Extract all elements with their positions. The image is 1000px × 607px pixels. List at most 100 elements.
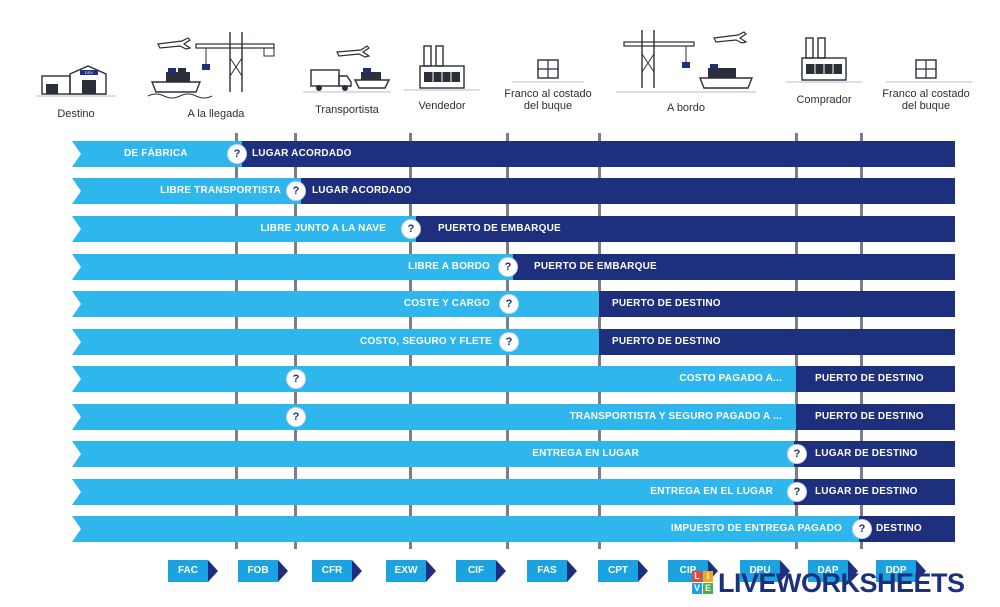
chip-arrow-icon <box>708 560 718 582</box>
question-marker[interactable]: ? <box>287 182 305 200</box>
bar-light-segment <box>72 366 796 392</box>
chip-label: EXW <box>386 560 426 582</box>
bar-light-segment <box>72 141 242 167</box>
question-marker[interactable]: ? <box>500 333 518 351</box>
row-left-label: LIBRE A BORDO <box>408 261 490 272</box>
question-marker[interactable]: ? <box>499 258 517 276</box>
bar-dark-segment <box>796 404 955 430</box>
bar-light-segment <box>72 516 859 542</box>
header-label: Comprador <box>796 94 852 106</box>
chip-label: FAS <box>527 560 567 582</box>
port-crane-icon <box>147 32 275 99</box>
bar-dark-segment <box>796 366 955 392</box>
header-col-a-la-llegada: A la llegada <box>146 28 286 123</box>
header-label: A bordo <box>667 102 705 114</box>
chip-arrow-icon <box>496 560 506 582</box>
row-right-label: LUGAR ACORDADO <box>312 185 412 196</box>
chip-arrow-icon <box>352 560 362 582</box>
liveworksheets-logo-icon: L I V E <box>692 571 714 595</box>
question-marker[interactable]: ? <box>788 445 806 463</box>
row-left-label: ENTREGA EN LUGAR <box>532 448 639 459</box>
row-right-label: PUERTO DE EMBARQUE <box>534 261 657 272</box>
warehouse-sign: DSV <box>85 70 94 75</box>
row-right-label: DESTINO <box>876 523 922 534</box>
chip-label: DAP <box>808 560 848 582</box>
incoterm-row: DE FÁBRICA ? LUGAR ACORDADO <box>72 141 955 167</box>
bar-dark-segment <box>788 479 955 505</box>
chip-label: CIF <box>456 560 496 582</box>
chip-label: CPT <box>598 560 638 582</box>
header-col-vendedor: Vendedor <box>404 42 480 122</box>
question-marker[interactable]: ? <box>853 520 871 538</box>
chip-arrow-icon <box>916 560 926 582</box>
cargo-boxes-icon <box>512 59 584 83</box>
logo-letter: E <box>703 583 713 594</box>
row-right-label: LUGAR DE DESTINO <box>815 448 918 459</box>
header-label: A la llegada <box>187 108 245 120</box>
row-right-label: PUERTO DE DESTINO <box>612 298 721 309</box>
row-left-label: COSTE Y CARGO <box>403 298 490 309</box>
header-col-transportista: Transportista <box>303 42 391 122</box>
row-right-label: PUERTO DE EMBARQUE <box>438 223 561 234</box>
question-marker[interactable]: ? <box>228 145 246 163</box>
incoterm-row: ENTREGA EN EL LUGAR ? LUGAR DE DESTINO <box>72 479 955 505</box>
bar-light-segment <box>72 178 301 204</box>
incoterm-row: COSTO, SEGURO Y FLETE ? PUERTO DE DESTIN… <box>72 329 955 355</box>
watermark-text: LIVEWORKSHEETS <box>718 568 965 598</box>
header-label: Destino <box>57 108 95 120</box>
row-right-label: LUGAR ACORDADO <box>252 148 352 159</box>
chip-label: FAC <box>168 560 208 582</box>
bar-light-segment <box>72 254 513 280</box>
bar-light-segment <box>72 479 794 505</box>
row-left-label: ENTREGA EN EL LUGAR <box>650 486 773 497</box>
bar-light-segment <box>72 329 599 355</box>
bar-light-segment <box>72 216 416 242</box>
incoterm-row: IMPUESTO DE ENTREGA PAGADO ? DESTINO <box>72 516 955 542</box>
question-marker[interactable]: ? <box>287 370 305 388</box>
bar-light-segment <box>72 291 599 317</box>
row-right-label: PUERTO DE DESTINO <box>612 336 721 347</box>
header-col-a-bordo: A bordo <box>616 26 756 120</box>
row-left-label: IMPUESTO DE ENTREGA PAGADO <box>670 523 842 534</box>
header-col-franco-2: Franco al costado del buque <box>876 58 976 118</box>
warehouse-icon: DSV <box>36 65 116 97</box>
header-label: Franco al costado del buque <box>882 88 970 112</box>
incoterm-row: LIBRE A BORDO ? PUERTO DE EMBARQUE <box>72 254 955 280</box>
bar-dark-segment <box>296 178 955 204</box>
chip-arrow-icon <box>208 560 218 582</box>
question-marker[interactable]: ? <box>500 295 518 313</box>
header-label: Vendedor <box>418 100 466 112</box>
row-left-label: LIBRE JUNTO A LA NAVE <box>260 223 386 234</box>
chip-label: DPU <box>740 560 780 582</box>
bar-light-segment <box>72 441 794 467</box>
bar-dark-segment <box>237 141 955 167</box>
question-marker[interactable]: ? <box>287 408 305 426</box>
factory-icon <box>404 45 480 91</box>
chip-arrow-icon <box>426 560 436 582</box>
row-left-label: DE FÁBRICA <box>124 148 188 159</box>
row-left-label: COSTO, SEGURO Y FLETE <box>359 336 492 347</box>
incoterm-row: LIBRE TRANSPORTISTA ? LUGAR ACORDADO <box>72 178 955 204</box>
bar-light-segment <box>72 404 796 430</box>
chip-arrow-icon <box>278 560 288 582</box>
question-marker[interactable]: ? <box>402 220 420 238</box>
header-label: Franco al costado del buque <box>504 88 592 112</box>
question-marker[interactable]: ? <box>788 483 806 501</box>
chip-arrow-icon <box>780 560 790 582</box>
header-col-franco-1: Franco al costado del buque <box>498 58 598 118</box>
factory-icon <box>786 37 862 83</box>
row-left-label: TRANSPORTISTA Y SEGURO PAGADO A ... <box>569 411 782 422</box>
incoterm-row: ENTREGA EN LUGAR ? LUGAR DE DESTINO <box>72 441 955 467</box>
bar-dark-segment <box>411 216 955 242</box>
incoterm-row: ? COSTO PAGADO A... PUERTO DE DESTINO <box>72 366 955 392</box>
incoterm-row: LIBRE JUNTO A LA NAVE ? PUERTO DE EMBARQ… <box>72 216 955 242</box>
row-right-label: PUERTO DE DESTINO <box>815 373 924 384</box>
chip-label: DDP <box>876 560 916 582</box>
bar-dark-segment <box>599 291 955 317</box>
row-left-label: LIBRE TRANSPORTISTA <box>160 185 281 196</box>
incoterm-row: COSTE Y CARGO ? PUERTO DE DESTINO <box>72 291 955 317</box>
chip-arrow-icon <box>567 560 577 582</box>
row-right-label: PUERTO DE DESTINO <box>815 411 924 422</box>
incoterm-row: ? TRANSPORTISTA Y SEGURO PAGADO A ... PU… <box>72 404 955 430</box>
row-left-label: COSTO PAGADO A... <box>679 373 782 384</box>
